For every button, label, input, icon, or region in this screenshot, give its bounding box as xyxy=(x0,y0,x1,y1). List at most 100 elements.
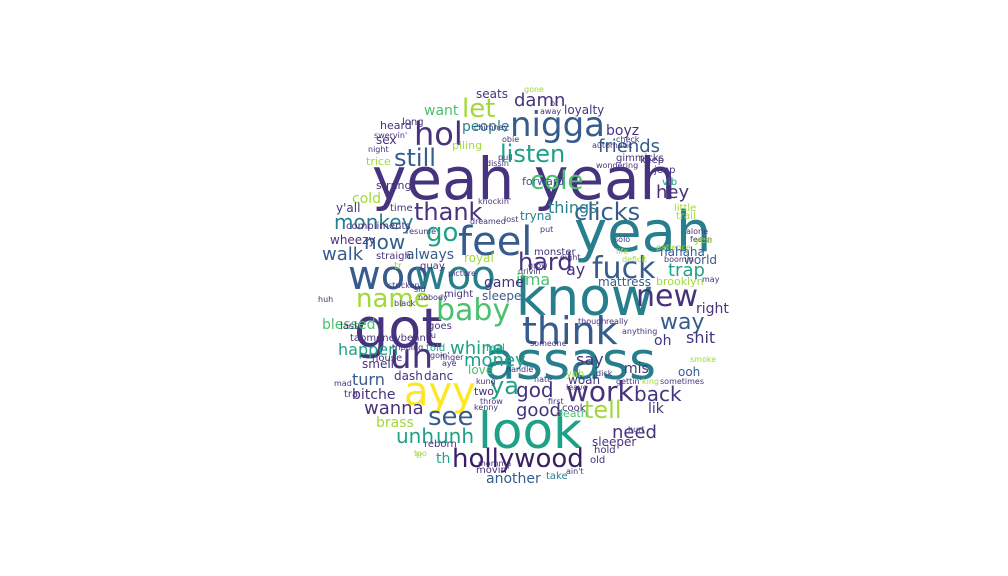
word: oh xyxy=(654,333,672,349)
word: quay xyxy=(420,261,445,272)
word: walk xyxy=(322,244,364,265)
word: back xyxy=(634,382,682,406)
word: right xyxy=(696,301,729,317)
word: wheezy xyxy=(330,233,376,247)
word: ain't xyxy=(566,467,584,476)
word: brooklyn xyxy=(656,275,704,288)
word: yeah xyxy=(372,145,515,213)
word: hol xyxy=(414,115,463,153)
word: yeah xyxy=(574,200,712,265)
word: hollywood xyxy=(452,444,584,474)
word: know xyxy=(516,268,654,328)
word: smoke xyxy=(690,355,717,364)
word: wondering xyxy=(596,161,639,170)
word: tripping xyxy=(392,343,424,352)
word: tryna xyxy=(520,209,552,223)
word: stricken xyxy=(388,281,420,290)
word: time xyxy=(390,203,413,214)
word: deficit xyxy=(622,255,647,264)
word: y'all xyxy=(336,201,361,215)
word: nobody xyxy=(418,293,448,302)
word: tra xyxy=(344,389,359,400)
word: really xyxy=(606,317,629,326)
word: i'ma xyxy=(516,270,551,289)
word: uh xyxy=(390,337,434,377)
word: trail xyxy=(676,211,696,222)
word: boomin xyxy=(664,255,694,264)
word: keep xyxy=(640,155,665,166)
word: tapmoneybenny xyxy=(350,333,432,344)
word: throw xyxy=(480,397,503,406)
word: woo xyxy=(348,253,430,299)
word: unh xyxy=(396,424,435,448)
word: royal xyxy=(464,251,494,265)
word: dissin xyxy=(486,159,509,168)
word: happen xyxy=(338,340,399,359)
word: hard xyxy=(518,248,573,276)
word: gimmicks xyxy=(616,153,664,164)
word: mad xyxy=(334,379,352,388)
word: anything xyxy=(622,327,658,336)
word: last xyxy=(340,321,359,332)
word: woah xyxy=(568,373,601,387)
word: want xyxy=(424,103,459,119)
word: vib xyxy=(662,177,678,188)
word: ass xyxy=(484,332,571,392)
word: kung xyxy=(476,377,496,386)
word: may xyxy=(702,275,720,284)
word: forward xyxy=(522,175,565,188)
word: straigh xyxy=(376,251,411,262)
word: tr xyxy=(394,261,403,272)
word: seats xyxy=(476,87,508,101)
word: pull xyxy=(498,153,513,162)
word: thank xyxy=(414,198,483,226)
word: friends xyxy=(598,136,661,157)
word: cole xyxy=(530,166,584,196)
word: drivin' xyxy=(518,267,543,276)
word: goes xyxy=(428,321,452,332)
word: jeep xyxy=(654,165,676,176)
word: sometimes xyxy=(660,377,705,386)
word: feel xyxy=(458,219,533,265)
word: leave xyxy=(566,383,588,392)
word: ayy xyxy=(404,369,476,415)
word: chimney xyxy=(474,123,509,132)
word: take xyxy=(546,471,568,482)
word: strung xyxy=(376,179,412,192)
word: fu xyxy=(428,331,436,340)
word: say xyxy=(576,350,604,369)
word: little xyxy=(674,203,697,214)
word: tell xyxy=(584,396,622,424)
word: death xyxy=(556,407,588,420)
word: automatic xyxy=(592,141,633,150)
word: lost xyxy=(504,215,519,224)
word: heard xyxy=(380,119,412,132)
word: king xyxy=(642,377,660,386)
word: night xyxy=(368,145,389,154)
word: momma xyxy=(478,459,512,468)
word: th xyxy=(436,451,451,467)
word: whine xyxy=(450,338,504,359)
word: sid xyxy=(414,285,426,294)
word: finger xyxy=(440,353,464,362)
word: hurt xyxy=(628,425,645,434)
word: new xyxy=(636,279,699,314)
word: gettin' xyxy=(616,377,642,386)
word: mis xyxy=(624,361,649,377)
word: let xyxy=(462,94,496,124)
word: wanna xyxy=(364,398,424,419)
word: see xyxy=(428,402,474,432)
word: another xyxy=(486,471,541,487)
word: game xyxy=(484,275,524,291)
word: though xyxy=(578,317,607,326)
word: too xyxy=(414,449,427,458)
word: swervin' xyxy=(374,131,408,140)
word: real xyxy=(486,343,505,354)
word: reborn xyxy=(424,439,457,450)
word: things xyxy=(548,198,598,217)
word: damn xyxy=(514,90,566,111)
word: life xyxy=(616,247,629,256)
word: love xyxy=(468,363,494,377)
word: listen xyxy=(500,140,566,168)
word: huh xyxy=(318,295,334,304)
